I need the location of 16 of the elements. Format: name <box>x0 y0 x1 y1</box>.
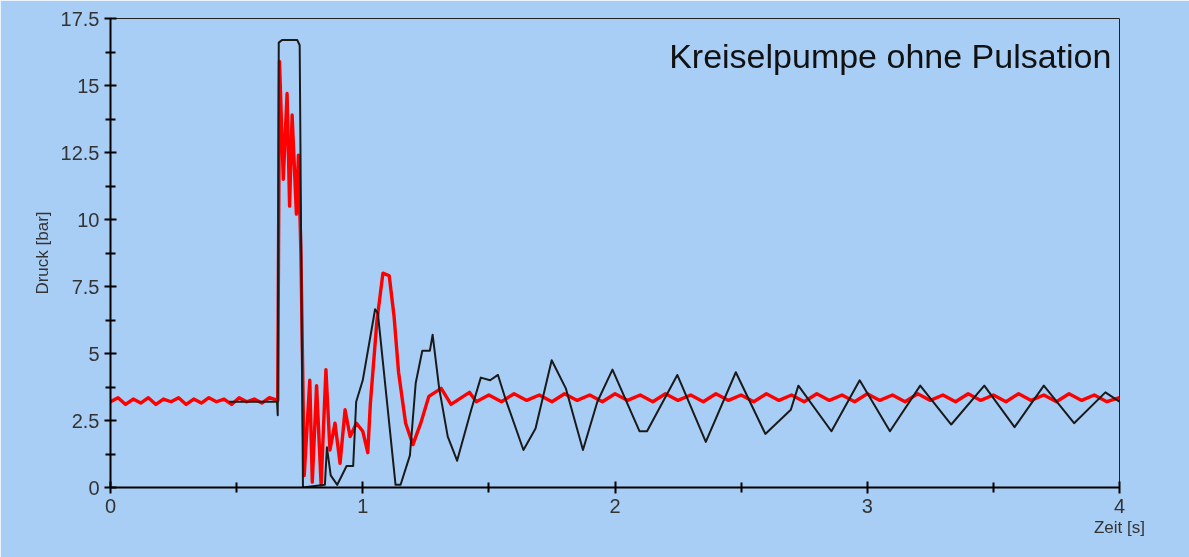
y-tick-label: 5 <box>88 342 100 365</box>
y-tick-label: 12.5 <box>60 141 100 164</box>
y-axis-title: Druck [bar] <box>32 211 52 295</box>
y-tick-label: 10 <box>77 208 100 231</box>
x-tick-label: 0 <box>104 494 117 517</box>
x-axis-title: Zeit [s] <box>1094 517 1146 537</box>
x-tick-label: 4 <box>1113 494 1126 517</box>
y-tick-label: 17.5 <box>60 7 100 30</box>
x-tick-label: 3 <box>861 494 873 517</box>
y-tick-label: 7.5 <box>71 275 100 298</box>
y-tick-label: 15 <box>77 74 100 97</box>
y-tick-label: 2.5 <box>71 409 100 432</box>
text: Kreiselpumpe ohne Pulsation <box>669 37 1112 76</box>
x-tick-label: 1 <box>357 494 369 517</box>
y-tick-label: 0 <box>88 476 100 499</box>
x-tick-label: 2 <box>609 494 621 517</box>
